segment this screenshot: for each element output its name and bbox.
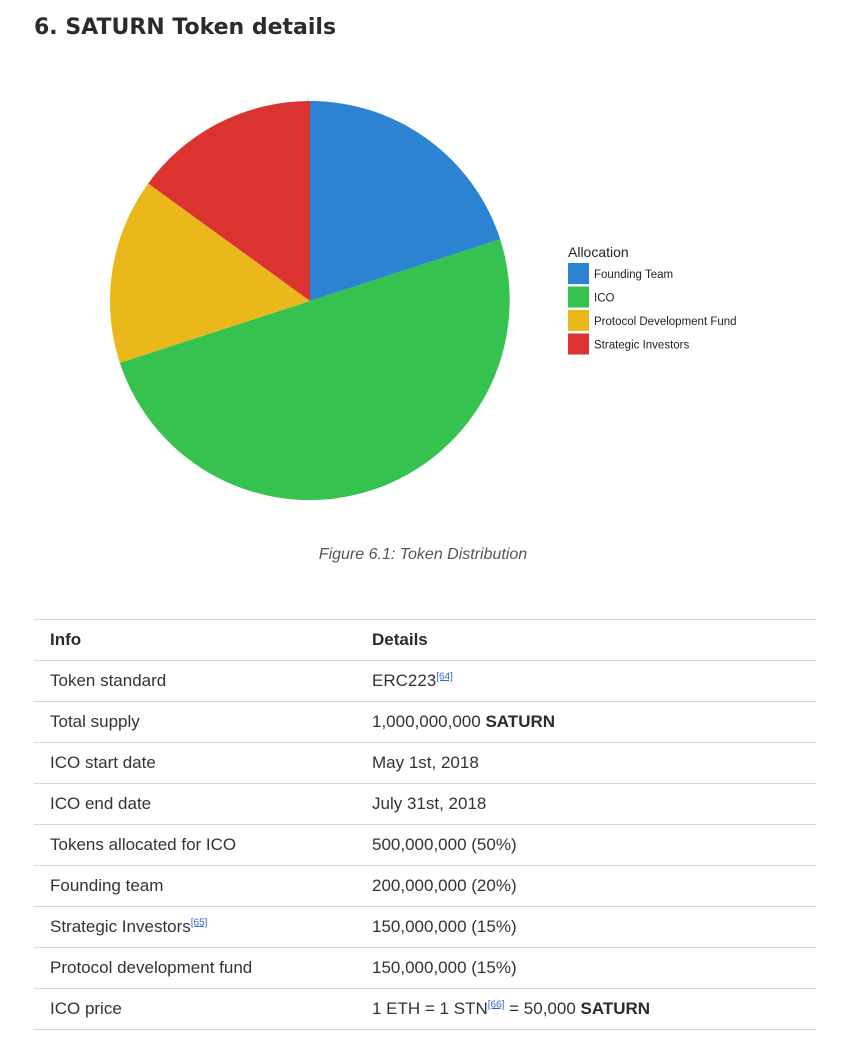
details-cell: 1,000,000,000 SATURN (372, 701, 816, 743)
info-label: Tokens allocated for ICO (50, 835, 237, 854)
legend-label: ICO (594, 293, 615, 305)
section-title: 6. SATURN Token details (34, 15, 337, 40)
details-text: 150,000,000 (15%) (372, 958, 517, 977)
table-row: Tokens allocated for ICO 500,000,000 (50%… (34, 824, 816, 866)
pie-slices (110, 101, 510, 501)
details-text: 500,000,000 (50%) (372, 835, 517, 854)
details-text: 150,000,000 (15%) (372, 917, 517, 936)
table-row: Total supply 1,000,000,000 SATURN (34, 701, 816, 743)
info-label: ICO start date (50, 753, 156, 772)
legend-label: Strategic Investors (594, 340, 689, 352)
details-text: 1,000,000,000 (372, 712, 486, 731)
legend-label: Protocol Development Fund (594, 316, 737, 328)
legend-label: Founding Team (594, 269, 673, 281)
table-row: ICO end date July 31st, 2018 (34, 783, 816, 825)
pie-slice-strategic-investors (148, 101, 310, 301)
info-cell: Tokens allocated for ICO (34, 824, 372, 866)
info-label: Strategic Investors (50, 917, 191, 936)
table-row: Strategic Investors[65] 150,000,000 (15%) (34, 906, 816, 948)
footnote-link[interactable]: [64] (436, 671, 453, 683)
details-text: July 31st, 2018 (372, 794, 487, 813)
figure-caption: Figure 6.1: Token Distribution (318, 546, 528, 563)
pie-slice-founding-team (310, 101, 501, 301)
legend-swatch (568, 310, 589, 331)
legend-swatch (568, 286, 589, 308)
legend-swatch (568, 333, 589, 355)
details-cell: 500,000,000 (50%) (372, 824, 816, 866)
table-row: ICO start date May 1st, 2018 (34, 742, 816, 784)
info-cell: Strategic Investors[65] (34, 906, 372, 948)
details-cell: 150,000,000 (15%) (372, 906, 816, 948)
token-symbol: SATURN (580, 999, 651, 1018)
details-cell: May 1st, 2018 (372, 742, 816, 784)
details-cell: 150,000,000 (15%) (372, 947, 816, 989)
token-symbol: SATURN (485, 712, 556, 731)
details-cell: ERC223[64] (372, 660, 816, 702)
pie-slice-ico (119, 239, 510, 501)
details-cell: 1 ETH = 1 STN[66] = 50,000 SATURN (372, 988, 816, 1030)
column-header-info: Info (34, 619, 372, 661)
details-text: 1 ETH = 1 STN (372, 999, 488, 1018)
info-label: Token standard (50, 671, 167, 690)
details-text: = 50,000 (504, 999, 581, 1018)
table-row: Protocol development fund 150,000,000 (15… (34, 947, 816, 989)
column-header-details: Details (372, 619, 816, 661)
details-text: ERC223 (372, 671, 437, 690)
details-text: 200,000,000 (20%) (372, 876, 517, 895)
info-label: ICO price (50, 999, 122, 1018)
footnote-link[interactable]: [65] (190, 917, 208, 929)
info-cell: Token standard (34, 660, 372, 702)
footnote-link[interactable]: [66] (487, 999, 505, 1011)
info-label: Total supply (50, 712, 140, 731)
info-cell: ICO end date (34, 783, 372, 825)
chart-legend: Allocation Founding Team ICO Protocol Deve… (568, 244, 737, 355)
token-distribution-pie-chart: Allocation Founding Team ICO Protocol Deve… (110, 101, 737, 501)
info-label: ICO end date (50, 794, 152, 813)
legend-swatch (568, 263, 589, 284)
info-cell: Founding team (34, 865, 372, 907)
table-header-row: Info Details (34, 619, 816, 661)
pie-slice-protocol-development-fund (110, 183, 310, 363)
table-row: Founding team 200,000,000 (20%) (34, 865, 816, 907)
details-cell: 200,000,000 (20%) (372, 865, 816, 907)
details-cell: July 31st, 2018 (372, 783, 816, 825)
table-row: ICO price 1 ETH = 1 STN[66] = 50,000 SATU… (34, 988, 816, 1030)
token-details-table: Info Details Token standard ERC223[64] Tot… (34, 619, 816, 1030)
legend-title: Allocation (568, 244, 629, 260)
info-label: Protocol development fund (50, 958, 253, 977)
details-text: May 1st, 2018 (372, 753, 479, 772)
info-cell: ICO start date (34, 742, 372, 784)
info-cell: ICO price (34, 988, 372, 1030)
table-row: Token standard ERC223[64] (34, 660, 816, 702)
info-cell: Protocol development fund (34, 947, 372, 989)
info-cell: Total supply (34, 701, 372, 743)
info-label: Founding team (50, 876, 164, 895)
